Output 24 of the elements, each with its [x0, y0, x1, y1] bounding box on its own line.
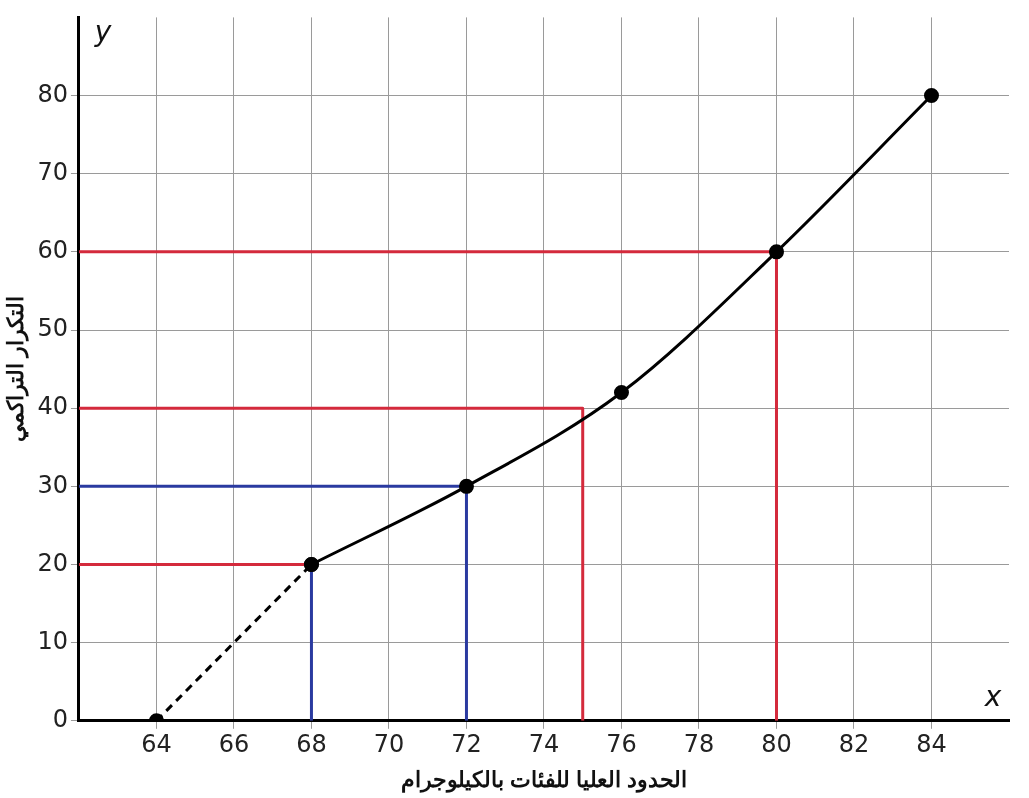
x-tick-label: 80 [761, 730, 792, 759]
x-tick-label: 68 [296, 730, 327, 759]
y-tick-label: 0 [52, 705, 68, 734]
x-tick-label: 84 [916, 730, 947, 759]
y-tick-label: 60 [37, 236, 68, 265]
y-tick-label: 70 [37, 157, 68, 186]
y-tick-label: 50 [37, 314, 68, 343]
y-tick-label: 10 [37, 626, 68, 655]
x-tick-label: 66 [218, 730, 250, 759]
x-tick-label: 74 [528, 730, 560, 759]
x-tick-label: 76 [606, 730, 637, 759]
y-axis-title: التكرار التراكمي [3, 296, 30, 443]
y-tick-label: 80 [37, 79, 68, 108]
x-axis-title: الحدود العليا للفئات بالكيلوجرام [400, 766, 688, 793]
x-tick-label: 78 [683, 730, 715, 759]
x-tick-label: 64 [141, 730, 172, 759]
x-tick-label: 82 [838, 730, 870, 759]
y-tick-label: 40 [37, 392, 68, 421]
y-tick-label: 20 [37, 548, 68, 577]
annotation: y [93, 14, 112, 48]
x-tick-label: 70 [373, 730, 405, 759]
y-tick-label: 30 [37, 470, 68, 499]
annotation: x [983, 680, 1002, 714]
x-tick-label: 72 [451, 730, 482, 759]
